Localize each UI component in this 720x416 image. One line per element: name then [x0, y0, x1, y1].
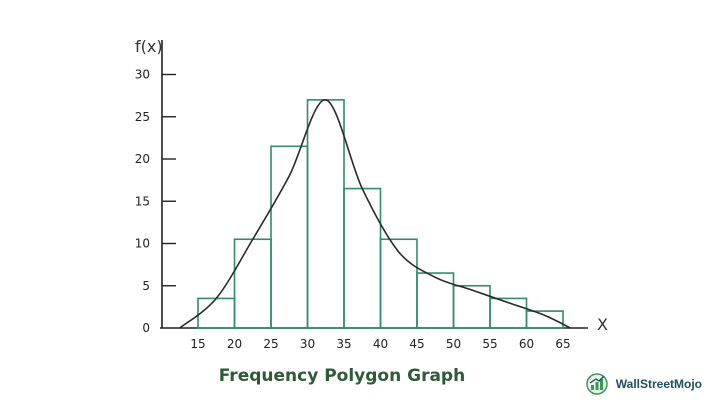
histogram-bar	[306, 99, 345, 329]
x-tick-label: 20	[227, 337, 242, 351]
x-axis-label: X	[597, 315, 608, 334]
y-axis-label: f(x)	[135, 37, 163, 56]
histogram-bar	[197, 297, 236, 329]
brand-name: WallStreetMojo	[615, 377, 702, 391]
chart-title: Frequency Polygon Graph	[219, 366, 465, 386]
histogram-bar	[343, 187, 382, 329]
brand-logo: WallStreetMojo	[584, 372, 702, 396]
x-tick-label: 30	[300, 337, 315, 351]
frequency-polygon-line	[179, 99, 571, 329]
histogram-bar	[416, 272, 455, 329]
y-tick-label: 5	[142, 279, 150, 293]
chart-logo-icon	[586, 373, 608, 395]
x-tick-label: 55	[482, 337, 497, 351]
y-tick-label: 0	[142, 321, 150, 335]
x-tick-label: 45	[409, 337, 424, 351]
x-tick-label: 40	[373, 337, 388, 351]
histogram-bar	[525, 310, 564, 329]
x-tick-label: 15	[190, 337, 205, 351]
x-tick-label: 25	[263, 337, 278, 351]
y-tick-label: 30	[135, 68, 150, 82]
x-tick-label: 35	[336, 337, 351, 351]
x-tick-label: 65	[555, 337, 570, 351]
histogram-bar	[233, 238, 272, 329]
y-tick-label: 10	[135, 237, 150, 251]
y-tick-label: 20	[135, 152, 150, 166]
histogram-bar	[452, 284, 491, 329]
histogram-bar	[270, 145, 309, 329]
y-tick-label: 25	[135, 110, 150, 124]
y-tick-label: 15	[135, 194, 150, 208]
x-tick-label: 50	[446, 337, 461, 351]
x-tick-label: 60	[519, 337, 534, 351]
